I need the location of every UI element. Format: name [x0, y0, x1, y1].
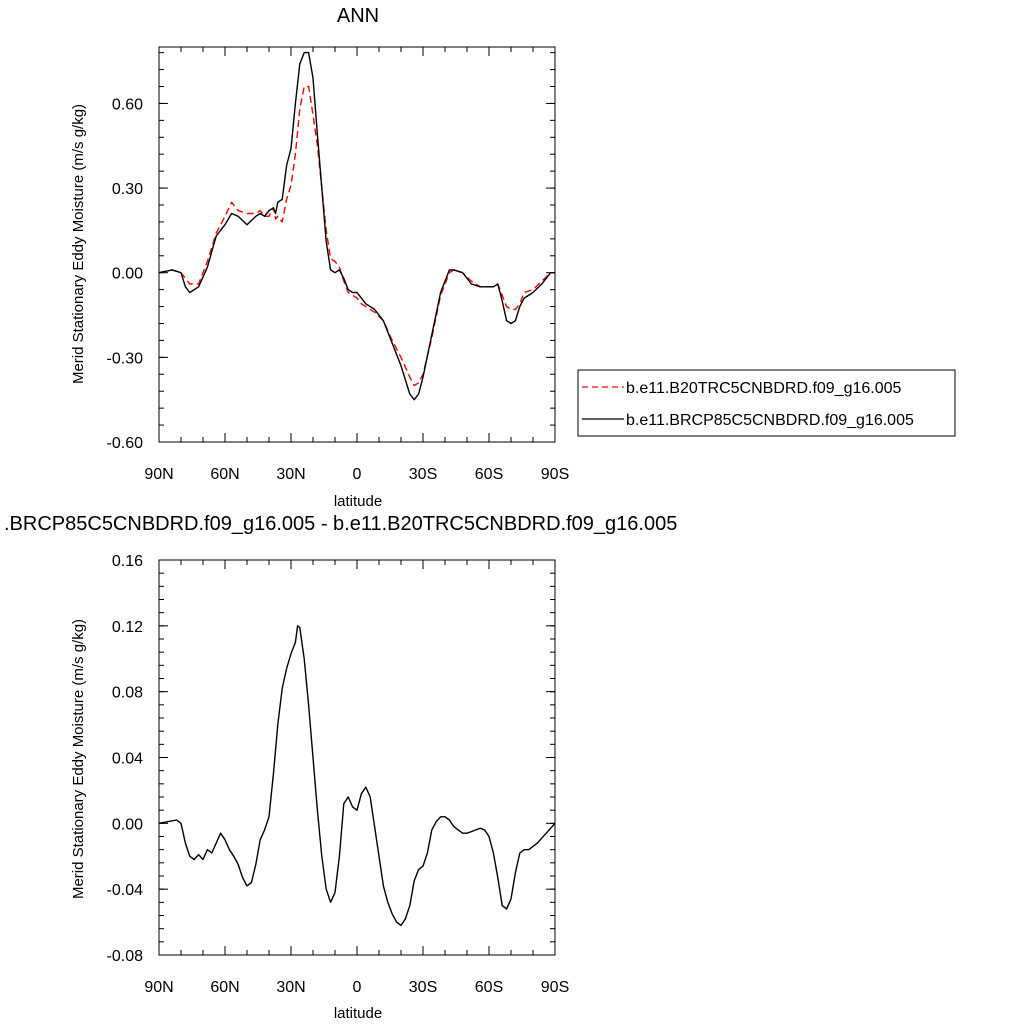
y-tick-label: 0.16 — [112, 553, 143, 570]
chart-title: ANN — [337, 5, 379, 27]
plot-frame — [158, 46, 556, 443]
legend-box — [577, 369, 956, 437]
y-tick-label: 0.60 — [112, 96, 143, 113]
x-tick-label: 60S — [475, 979, 503, 996]
y-axis-label: Merid Stationary Eddy Moisture (m/s g/kg… — [70, 619, 87, 899]
y-tick-label: -0.04 — [107, 882, 144, 899]
x-tick-label: 30N — [276, 466, 305, 483]
y-tick-label: -0.30 — [107, 350, 144, 367]
x-tick-label: 60N — [210, 979, 239, 996]
plot-frame — [158, 559, 556, 956]
x-tick-label: 90S — [541, 466, 569, 483]
x-tick-label: 0 — [353, 979, 362, 996]
x-axis-label: latitude — [334, 493, 382, 510]
chart-title: .BRCP85C5CNBDRD.f09_g16.005 - b.e11.B20T… — [4, 513, 677, 535]
series-line-1 — [158, 51, 555, 401]
x-axis-label: latitude — [334, 1005, 382, 1022]
x-tick-label: 90N — [144, 979, 173, 996]
x-tick-label: 90S — [541, 979, 569, 996]
x-tick-label: 60N — [210, 466, 239, 483]
series-line-0 — [158, 85, 555, 387]
panel-difference: .BRCP85C5CNBDRD.f09_g16.005 - b.e11.B20T… — [4, 513, 677, 1022]
x-tick-label: 30S — [409, 466, 437, 483]
y-tick-label: 0.30 — [112, 181, 143, 198]
series-line-0 — [158, 625, 556, 927]
x-tick-label: 30N — [276, 979, 305, 996]
legend: b.e11.B20TRC5CNBDRD.f09_g16.005 b.e11.BR… — [577, 369, 956, 437]
panel-annual-mean: ANN Merid Stationary Eddy Moisture (m/s … — [70, 5, 956, 510]
x-tick-label: 90N — [144, 466, 173, 483]
x-tick-label: 60S — [475, 466, 503, 483]
y-axis-label: Merid Stationary Eddy Moisture (m/s g/kg… — [70, 104, 87, 384]
x-tick-label: 30S — [409, 979, 437, 996]
y-tick-label: 0.04 — [112, 751, 143, 768]
y-tick-label: -0.60 — [107, 435, 144, 452]
y-tick-label: 0.00 — [112, 816, 143, 833]
y-tick-label: 0.12 — [112, 619, 143, 636]
y-tick-label: -0.08 — [107, 948, 144, 965]
legend-entry-brcp85: b.e11.BRCP85C5CNBDRD.f09_g16.005 — [626, 412, 914, 429]
y-tick-label: 0.00 — [112, 266, 143, 283]
y-tick-label: 0.08 — [112, 685, 143, 702]
legend-entry-b20trc: b.e11.B20TRC5CNBDRD.f09_g16.005 — [626, 380, 902, 397]
x-tick-label: 0 — [353, 466, 362, 483]
